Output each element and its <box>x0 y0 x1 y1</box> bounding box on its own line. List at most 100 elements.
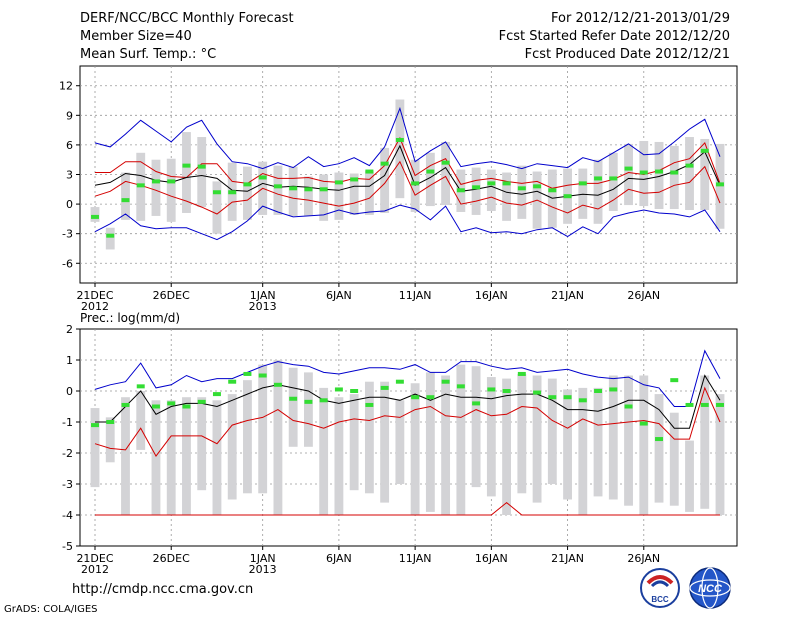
x-year-label: 2013 <box>249 563 277 576</box>
median-marker <box>380 161 389 166</box>
ensemble-box <box>471 167 481 215</box>
ensemble-box <box>288 367 298 447</box>
y-tick-label: -1 <box>62 416 73 429</box>
ensemble-box <box>700 375 710 509</box>
member-size: Member Size=40 <box>80 29 192 44</box>
ensemble-box <box>303 372 313 447</box>
x-tick-label: 21JAN <box>551 552 584 565</box>
median-marker <box>334 180 343 185</box>
x-tick-label: 26JAN <box>627 552 660 565</box>
median-marker <box>136 384 145 389</box>
ensemble-box <box>639 375 649 515</box>
fcst-start-date: Fcst Started Refer Date 2012/12/20 <box>498 29 730 44</box>
ensemble-box <box>547 378 557 484</box>
y-tick-label: 1 <box>66 354 73 367</box>
ensemble-box <box>197 137 207 208</box>
median-marker <box>136 183 145 188</box>
median-marker <box>716 402 724 407</box>
y-tick-label: -3 <box>62 478 73 491</box>
median-marker <box>151 179 160 184</box>
median-marker <box>182 163 191 168</box>
median-marker <box>563 194 572 199</box>
median-marker <box>548 395 557 400</box>
median-marker <box>502 181 511 186</box>
ensemble-box <box>517 373 527 494</box>
ensemble-box <box>166 400 176 515</box>
median-marker <box>548 188 557 193</box>
median-marker <box>167 401 176 406</box>
median-marker <box>609 176 618 181</box>
header-right: For 2012/12/21-2013/01/29 Fcst Started R… <box>499 10 730 64</box>
y-tick-label: -2 <box>62 447 73 460</box>
median-marker <box>487 181 496 186</box>
plot-frame <box>79 328 738 547</box>
median-marker <box>472 401 481 406</box>
median-marker <box>624 166 633 171</box>
y-tick-label: 2 <box>66 323 73 336</box>
ensemble-box <box>700 138 710 211</box>
median-marker <box>517 186 526 191</box>
median-marker <box>212 190 221 195</box>
y-tick-label: -3 <box>62 228 73 241</box>
ensemble-box <box>227 394 237 500</box>
ensemble-box <box>441 375 451 515</box>
ensemble-box <box>685 137 694 211</box>
forecast-period: For 2012/12/21-2013/01/29 <box>551 11 730 26</box>
ensemble-box <box>212 181 222 234</box>
median-marker <box>228 379 237 384</box>
ensemble-box <box>502 378 512 515</box>
ensemble-box <box>517 165 527 219</box>
median-marker <box>472 185 481 190</box>
median-marker <box>670 378 679 383</box>
ensemble-box <box>380 147 390 213</box>
median-marker <box>212 392 221 397</box>
ensemble-box <box>349 394 359 491</box>
ensemble-box <box>486 377 496 497</box>
x-tick-label: 6JAN <box>326 289 352 302</box>
median-marker <box>151 404 160 409</box>
ensemble-box <box>425 372 435 512</box>
ensemble-box <box>212 400 222 515</box>
chart-2 <box>76 328 738 550</box>
median-marker <box>273 382 282 387</box>
median-marker <box>319 187 328 192</box>
lower-line <box>94 160 721 215</box>
median-marker <box>304 187 313 192</box>
footer-url[interactable]: http://cmdp.ncc.cma.gov.cn <box>72 582 254 597</box>
max-line <box>94 349 721 407</box>
median-marker <box>441 160 450 165</box>
ensemble-box <box>273 360 283 515</box>
median-marker <box>167 179 176 184</box>
median-marker <box>395 137 404 142</box>
median-marker <box>487 387 496 392</box>
median-marker <box>106 420 115 424</box>
y-tick-label: 6 <box>66 139 73 152</box>
ensemble-box <box>654 394 664 503</box>
median-marker <box>624 404 633 409</box>
median-marker <box>426 169 435 174</box>
y-tick-label: 9 <box>66 109 73 122</box>
ensemble-box <box>273 165 283 215</box>
ncc-logo: NCC <box>689 567 731 609</box>
ensemble-box <box>364 170 374 215</box>
agency-logos: BCC NCC <box>640 567 731 609</box>
median-marker <box>655 169 664 174</box>
ensemble-box <box>349 173 359 215</box>
x-tick-label: 21DEC <box>76 552 113 565</box>
ensemble-box <box>441 141 451 206</box>
median-marker <box>685 163 694 168</box>
median-marker <box>700 402 709 407</box>
ensemble-box <box>364 381 374 494</box>
ensemble-box <box>563 389 572 500</box>
x-tick-label: 11JAN <box>399 289 432 302</box>
ensemble-box <box>319 387 329 515</box>
ensemble-box <box>410 383 420 515</box>
median-marker <box>609 387 618 392</box>
y-tick-label: -4 <box>62 509 73 522</box>
median-marker <box>456 384 465 389</box>
median-marker <box>380 385 389 390</box>
y-tick-label: -5 <box>62 540 73 553</box>
median-marker <box>594 389 603 393</box>
y-tick-label: 12 <box>59 80 73 93</box>
median-marker <box>365 169 374 174</box>
